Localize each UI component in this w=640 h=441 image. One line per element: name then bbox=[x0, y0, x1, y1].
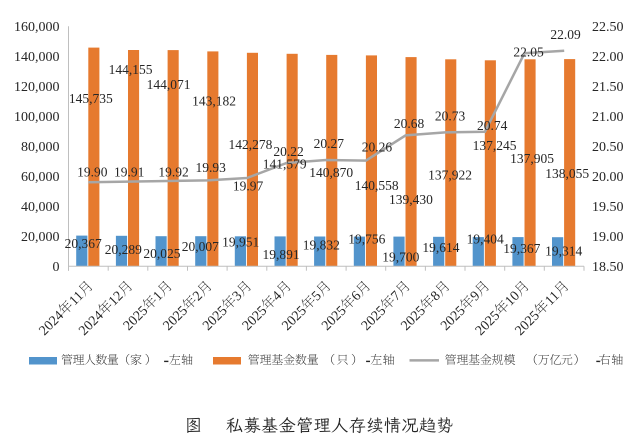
svg-text:140,558: 140,558 bbox=[355, 178, 399, 193]
svg-text:140,870: 140,870 bbox=[309, 165, 353, 180]
svg-text:2025: 2025 bbox=[200, 303, 230, 333]
svg-text:19.91: 19.91 bbox=[114, 164, 144, 179]
svg-text:4: 4 bbox=[270, 289, 286, 305]
svg-text:21.00: 21.00 bbox=[592, 110, 624, 125]
svg-text:2025: 2025 bbox=[398, 303, 428, 333]
svg-text:19,314: 19,314 bbox=[545, 244, 582, 259]
svg-text:2024: 2024 bbox=[37, 308, 67, 338]
svg-text:19,700: 19,700 bbox=[382, 249, 419, 264]
svg-text:19,404: 19,404 bbox=[467, 232, 504, 247]
svg-text:22.00: 22.00 bbox=[592, 50, 624, 65]
svg-text:5: 5 bbox=[309, 289, 325, 305]
svg-text:160,000: 160,000 bbox=[14, 20, 60, 35]
svg-text:18.50: 18.50 bbox=[592, 260, 624, 275]
svg-text:19.00: 19.00 bbox=[592, 230, 624, 245]
svg-text:11: 11 bbox=[543, 289, 563, 309]
svg-text:20.73: 20.73 bbox=[435, 109, 466, 124]
svg-text:20.26: 20.26 bbox=[362, 140, 393, 155]
svg-text:19,891: 19,891 bbox=[262, 247, 299, 262]
svg-text:1: 1 bbox=[151, 289, 167, 305]
svg-text:11: 11 bbox=[67, 289, 87, 309]
svg-text:144,071: 144,071 bbox=[147, 77, 191, 92]
svg-text:19,832: 19,832 bbox=[303, 238, 340, 253]
svg-text:2025: 2025 bbox=[438, 303, 468, 333]
svg-text:140,000: 140,000 bbox=[14, 50, 60, 65]
svg-text:100,000: 100,000 bbox=[14, 110, 60, 125]
svg-text:19.97: 19.97 bbox=[233, 179, 264, 194]
svg-text:138,055: 138,055 bbox=[545, 166, 589, 181]
svg-text:19.50: 19.50 bbox=[592, 200, 624, 215]
svg-text:2025: 2025 bbox=[240, 303, 270, 333]
svg-text:139,430: 139,430 bbox=[389, 192, 433, 207]
svg-text:20.50: 20.50 bbox=[592, 140, 624, 155]
svg-text:21.50: 21.50 bbox=[592, 80, 624, 95]
svg-text:20.22: 20.22 bbox=[273, 144, 303, 159]
svg-text:8: 8 bbox=[428, 289, 444, 305]
svg-text:19.93: 19.93 bbox=[196, 160, 227, 175]
svg-text:22.09: 22.09 bbox=[550, 27, 581, 42]
svg-text:2025: 2025 bbox=[121, 303, 151, 333]
svg-text:12: 12 bbox=[106, 289, 127, 310]
svg-text:7: 7 bbox=[389, 289, 405, 305]
svg-text:2025: 2025 bbox=[359, 303, 389, 333]
svg-text:141,579: 141,579 bbox=[263, 157, 307, 172]
svg-text:0: 0 bbox=[53, 260, 60, 275]
svg-text:142,278: 142,278 bbox=[228, 137, 272, 152]
svg-text:40,000: 40,000 bbox=[21, 200, 60, 215]
svg-text:9: 9 bbox=[468, 289, 484, 305]
svg-text:137,905: 137,905 bbox=[510, 151, 554, 166]
svg-text:19.92: 19.92 bbox=[158, 164, 188, 179]
svg-text:22.50: 22.50 bbox=[592, 20, 624, 35]
svg-text:20.68: 20.68 bbox=[394, 116, 425, 131]
svg-text:137,245: 137,245 bbox=[473, 138, 517, 153]
svg-text:145,735: 145,735 bbox=[69, 91, 113, 106]
svg-text:20,000: 20,000 bbox=[21, 230, 60, 245]
svg-text:80,000: 80,000 bbox=[21, 140, 60, 155]
svg-text:3: 3 bbox=[230, 289, 246, 305]
svg-text:20.74: 20.74 bbox=[477, 118, 508, 133]
svg-text:6: 6 bbox=[349, 289, 365, 305]
svg-text:143,182: 143,182 bbox=[192, 94, 236, 109]
svg-text:20,289: 20,289 bbox=[105, 242, 142, 257]
svg-text:20,367: 20,367 bbox=[65, 236, 102, 251]
svg-text:20,007: 20,007 bbox=[182, 239, 219, 254]
svg-text:19,614: 19,614 bbox=[422, 240, 459, 255]
svg-text:19,756: 19,756 bbox=[348, 232, 385, 247]
svg-text:20,025: 20,025 bbox=[143, 246, 180, 261]
svg-text:20.27: 20.27 bbox=[314, 136, 345, 151]
svg-text:2024: 2024 bbox=[76, 308, 106, 338]
svg-text:120,000: 120,000 bbox=[14, 80, 60, 95]
svg-text:2: 2 bbox=[190, 289, 206, 305]
svg-text:2025: 2025 bbox=[513, 308, 543, 338]
svg-text:137,922: 137,922 bbox=[428, 168, 472, 183]
svg-text:19,951: 19,951 bbox=[222, 235, 259, 250]
svg-text:19,367: 19,367 bbox=[503, 241, 540, 256]
svg-text:2025: 2025 bbox=[279, 303, 309, 333]
svg-text:19.90: 19.90 bbox=[77, 164, 108, 179]
svg-text:2025: 2025 bbox=[161, 303, 191, 333]
svg-text:22.05: 22.05 bbox=[513, 45, 544, 60]
svg-text:60,000: 60,000 bbox=[21, 170, 60, 185]
svg-text:144,155: 144,155 bbox=[109, 62, 153, 77]
svg-text:10: 10 bbox=[503, 289, 524, 310]
svg-text:2025: 2025 bbox=[473, 308, 503, 338]
svg-text:2025: 2025 bbox=[319, 303, 349, 333]
svg-text:20.00: 20.00 bbox=[592, 170, 624, 185]
